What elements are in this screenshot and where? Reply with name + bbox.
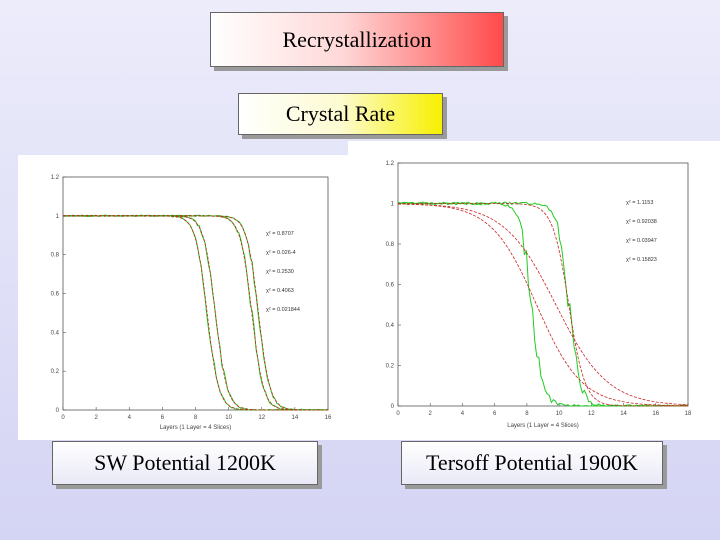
x-axis-label: Layers (1 Layer = 4 Slices) <box>507 423 579 429</box>
legend-entry: χ² = 0.4063 <box>266 288 294 294</box>
sw-potential-chart: 0 2 4 6 8 10 12 14 16 0 0.2 0.4 0.6 0.8 1 1.2 Layers (1 … <box>51 175 332 431</box>
x-tick-label: 6 <box>161 415 165 421</box>
y-tick-label: 0.4 <box>51 330 60 336</box>
y-tick-label: 1.2 <box>386 161 395 167</box>
fit-curve-line-8 <box>63 215 328 411</box>
y-tick-label: 1 <box>56 214 60 220</box>
x-tick-label: 2 <box>429 411 433 417</box>
fit-curve-line-3 <box>397 203 689 407</box>
x-tick-label: 6 <box>493 411 497 417</box>
x-tick-label: 10 <box>225 415 232 421</box>
slide-subtitle-text: Crystal Rate <box>285 101 396 126</box>
legend-entry: χ² = 0.03947 <box>626 238 657 244</box>
y-tick-label: 0.6 <box>386 283 395 289</box>
fit-curve-line-5 <box>63 215 328 411</box>
y-tick-label: 0.8 <box>386 242 395 248</box>
fit-curve-line-5 <box>398 203 688 407</box>
x-tick-label: 8 <box>525 411 529 417</box>
y-tick-label: 0.6 <box>51 292 60 298</box>
y-tick-label: 1.2 <box>51 175 60 181</box>
y-tick-label: 1 <box>391 202 395 208</box>
x-tick-label: 14 <box>292 415 299 421</box>
legend-entry: χ² = 1.1153 <box>626 200 653 206</box>
x-tick-label: 8 <box>194 415 198 421</box>
x-tick-label: 10 <box>556 411 563 417</box>
sw-potential-plot: 0 2 4 6 8 10 12 14 16 0 0.2 0.4 0.6 0.8 1 1.2 Layers (1 … <box>18 155 348 440</box>
x-tick-label: 12 <box>588 411 595 417</box>
x-tick-label: 18 <box>685 411 692 417</box>
y-tick-label: 0.2 <box>51 369 60 375</box>
x-tick-label: 2 <box>94 415 98 421</box>
y-tick-label: 0.4 <box>386 323 395 329</box>
x-axis-label: Layers (1 Layer = 4 Slices) <box>160 425 232 431</box>
sw-potential-caption-text: SW Potential 1200K <box>94 450 276 475</box>
tersoff-potential-chart: 0 2 4 6 8 10 12 14 16 18 0 0.2 0.4 0.6 0.8 1 1.2 Layers (… <box>386 161 692 429</box>
y-tick-label: 0.8 <box>51 253 60 259</box>
y-tick-label: 0.2 <box>386 364 395 370</box>
x-tick-label: 16 <box>325 415 332 421</box>
y-tick-label: 0 <box>56 408 60 414</box>
x-tick-label: 14 <box>620 411 627 417</box>
raw-data-line-1 <box>397 201 689 407</box>
legend-entry: χ² = 0.8707 <box>266 231 294 237</box>
sw-potential-caption: SW Potential 1200K <box>52 441 318 485</box>
legend-entry: χ² = 0.92038 <box>626 219 657 225</box>
x-tick-label: 4 <box>461 411 465 417</box>
x-tick-label: 12 <box>258 415 265 421</box>
slide-title: Recrystallization <box>210 12 504 67</box>
legend-entry: χ² = 0.026-4 <box>266 250 296 256</box>
legend-entry: χ² = 0.15823 <box>626 257 657 263</box>
slide-title-text: Recrystallization <box>282 26 432 52</box>
fit-curve-line-4 <box>397 203 689 406</box>
x-tick-label: 0 <box>396 411 400 417</box>
raw-data-line-2 <box>397 201 689 407</box>
x-tick-label: 16 <box>652 411 659 417</box>
legend-entry: χ² = 0.2530 <box>266 269 294 275</box>
tersoff-potential-caption: Tersoff Potential 1900K <box>401 441 663 485</box>
tersoff-potential-caption-text: Tersoff Potential 1900K <box>426 450 638 475</box>
legend-entry: χ² = 0.021844 <box>266 307 300 313</box>
x-tick-label: 4 <box>128 415 132 421</box>
tersoff-potential-plot: 0 2 4 6 8 10 12 14 16 18 0 0.2 0.4 0.6 0.8 1 1.2 Layers (… <box>348 141 720 440</box>
slide-subtitle: Crystal Rate <box>238 93 443 135</box>
x-tick-label: 0 <box>61 415 65 421</box>
y-tick-label: 0 <box>391 404 395 410</box>
